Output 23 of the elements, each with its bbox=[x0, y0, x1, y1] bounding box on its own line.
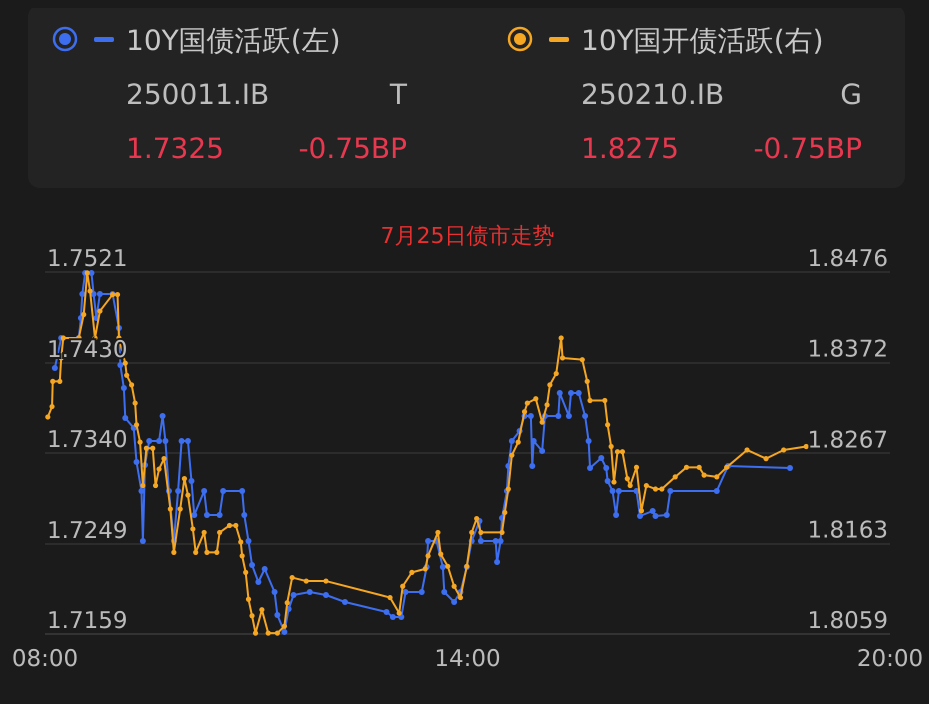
text: G bbox=[840, 78, 862, 111]
y-tick-label: 1.7159 bbox=[47, 608, 128, 634]
legend-label: 10Y国开债活跃(右) bbox=[581, 24, 824, 57]
y-tick-label: 1.7340 bbox=[47, 427, 128, 453]
y2-tick-label: 1.8163 bbox=[808, 518, 888, 544]
legend-label: 10Y国债活跃(左) bbox=[126, 24, 341, 57]
text: T bbox=[388, 78, 408, 111]
text: 250011.IB bbox=[126, 78, 270, 111]
x-tick-label: 08:00 bbox=[12, 646, 78, 672]
x-tick-label: 20:00 bbox=[856, 646, 924, 672]
y-tick-label: 1.7249 bbox=[47, 518, 128, 544]
y2-tick-label: 1.8372 bbox=[808, 336, 888, 362]
y2-tick-label: 1.8267 bbox=[808, 427, 888, 454]
y-tick-label: 1.7521 bbox=[47, 246, 128, 272]
x-tick-label: 14:00 bbox=[434, 646, 501, 672]
chart-title: 7月25日债市走势 bbox=[380, 224, 554, 249]
y2-tick-label: 1.8476 bbox=[808, 246, 888, 272]
text: 250210.IB bbox=[581, 78, 724, 111]
text: -0.75BP bbox=[753, 132, 862, 165]
text: 1.7325 bbox=[126, 132, 224, 165]
y2-tick-label: 1.8059 bbox=[808, 608, 888, 634]
text: 1.8275 bbox=[581, 132, 679, 165]
text: -0.75BP bbox=[298, 132, 407, 165]
